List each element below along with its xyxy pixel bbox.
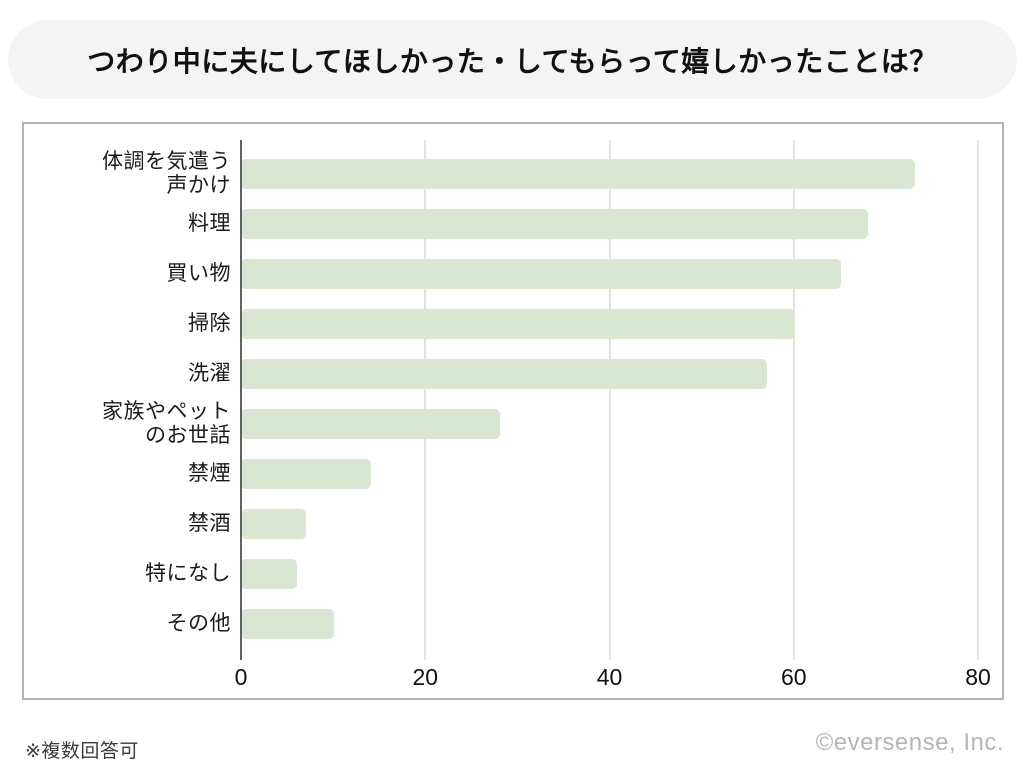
y-axis-label-6: 家族やペット のお世話 — [102, 400, 231, 447]
chart-panel: 体調を気遣う 声かけ 料理 買い物 掃除 洗濯 家族やペット のお世話 禁煙 禁酒 特になし その他 … — [22, 122, 1004, 700]
bar-8 — [242, 509, 307, 539]
x-tick-label-80: 80 — [965, 664, 991, 690]
x-tick-label-0: 0 — [234, 664, 248, 690]
bar-4 — [242, 309, 795, 339]
y-axis-label-2: 料理 — [188, 212, 231, 236]
footnote: ※複数回答可 — [25, 741, 139, 762]
bar-10 — [242, 609, 335, 639]
y-axis-label-5: 洗濯 — [188, 362, 231, 386]
y-axis-labels: 体調を気遣う 声かけ料理買い物掃除洗濯家族やペット のお世話禁煙禁酒特になしその他 — [24, 140, 231, 652]
bar-7 — [242, 459, 371, 489]
y-axis-label-7: 禁煙 — [188, 462, 231, 486]
y-axis-label-3: 買い物 — [166, 262, 231, 286]
x-tick-label-40: 40 — [596, 664, 623, 690]
x-tick-label-60: 60 — [780, 664, 807, 690]
title-pill: つわり中に夫にしてほしかった・してもらって嬉しかったことは？ — [8, 20, 1017, 99]
y-axis-label-4: 掃除 — [188, 312, 231, 336]
y-axis-line — [240, 140, 242, 660]
y-axis-label-1: 体調を気遣う 声かけ — [102, 150, 231, 197]
gridline-40 — [608, 140, 611, 660]
plot-area — [240, 140, 1002, 660]
x-axis-tick-labels: 0 20 40 60 80 — [235, 664, 1002, 694]
y-axis-label-8: 禁酒 — [188, 512, 231, 536]
gridline-20 — [424, 140, 427, 660]
y-axis-label-9: 特になし — [145, 562, 231, 586]
gridline-60 — [792, 140, 795, 660]
copyright-text: ©eversense, Inc. — [815, 729, 1004, 756]
bar-2 — [242, 209, 869, 239]
x-tick-label-20: 20 — [412, 664, 439, 690]
y-axis-label-10: その他 — [166, 612, 231, 636]
bar-5 — [242, 359, 768, 389]
bar-9 — [242, 559, 298, 589]
bar-3 — [242, 259, 841, 289]
gridline-80 — [977, 140, 979, 660]
chart-title: つわり中に夫にしてほしかった・してもらって嬉しかったことは？ — [87, 45, 938, 77]
bar-1 — [242, 159, 915, 189]
bar-6 — [242, 409, 500, 439]
